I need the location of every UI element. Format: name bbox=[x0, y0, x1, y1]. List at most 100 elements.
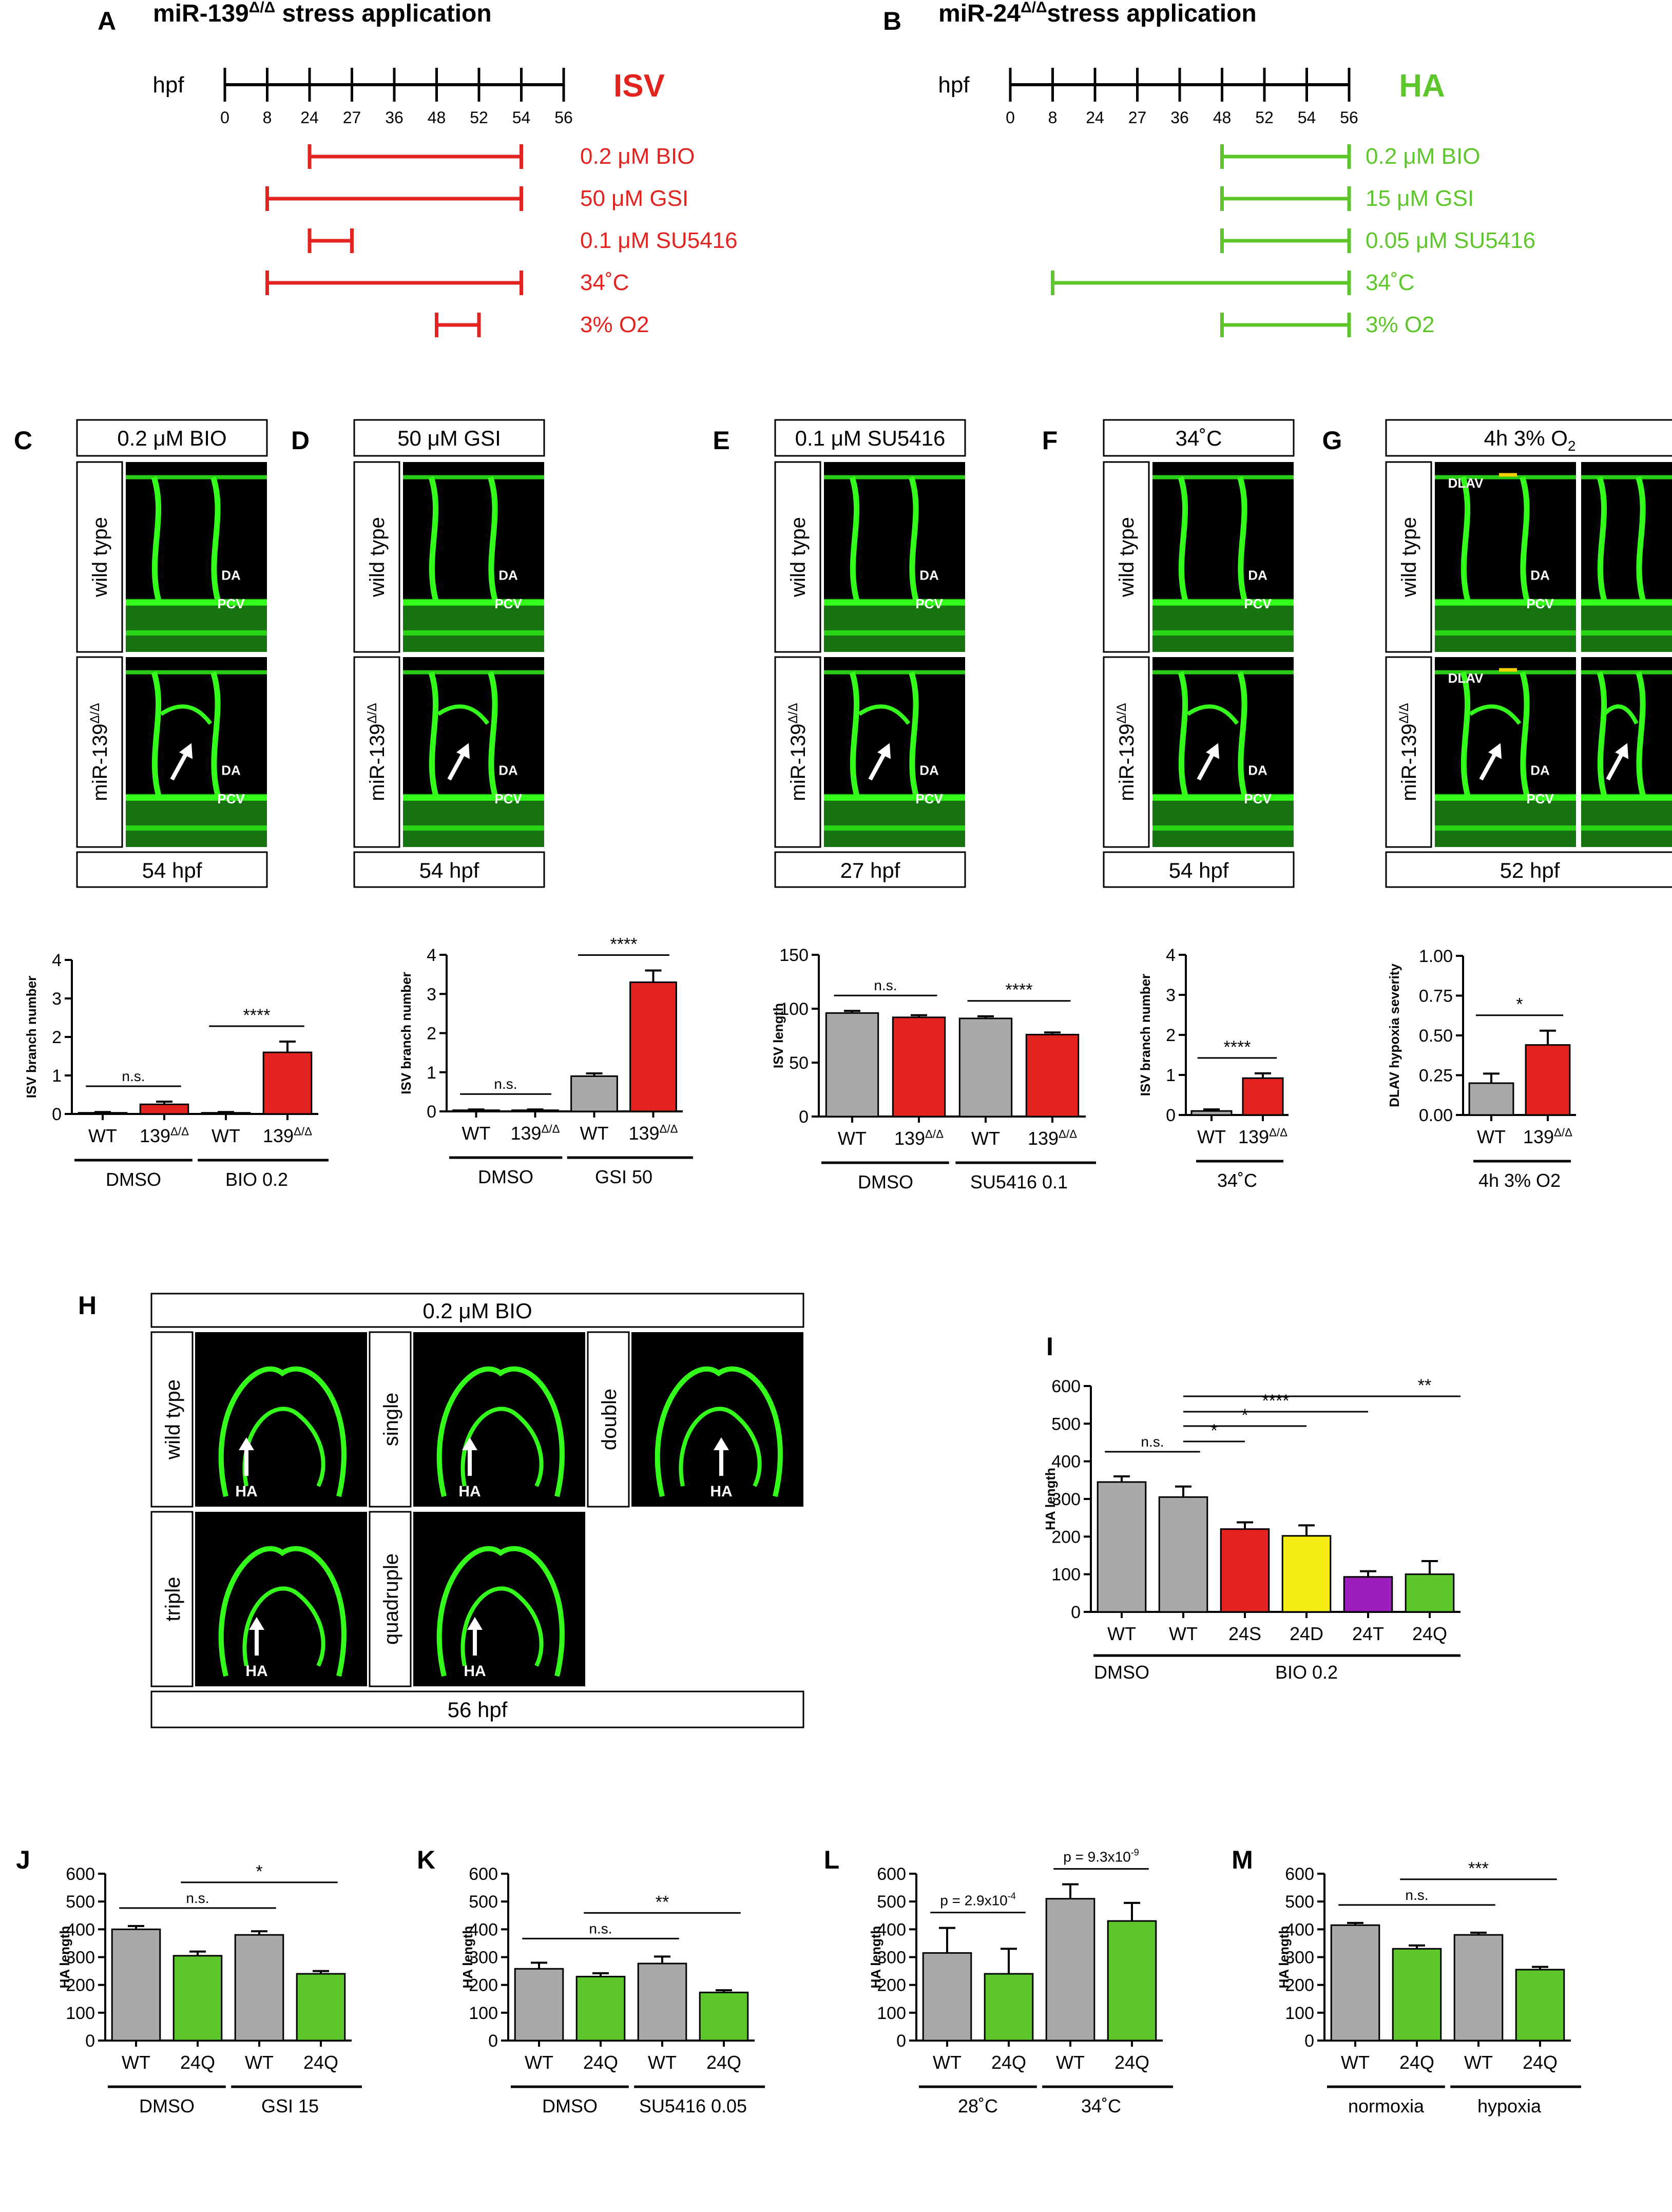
panel-letter-M: M bbox=[1232, 1845, 1253, 1874]
micro-panel-C: C 0.2 μM BIO wild type miR-139Δ/Δ DA PCV DA PCV… bbox=[14, 419, 268, 888]
y-tick-label: 600 bbox=[1051, 1377, 1081, 1396]
row-label-box bbox=[76, 461, 123, 653]
panelH-top-box bbox=[150, 1293, 804, 1328]
vessel-label-da: DA bbox=[919, 567, 939, 583]
ectopic-branch bbox=[160, 704, 213, 725]
bar bbox=[1107, 1920, 1157, 2042]
ectopic-branch bbox=[1469, 704, 1522, 725]
micro-top-label-box bbox=[1385, 419, 1672, 457]
bar bbox=[1190, 1110, 1233, 1116]
bar bbox=[1468, 1082, 1514, 1116]
panel-letter-I: I bbox=[1046, 1332, 1053, 1361]
y-tick-label: 100 bbox=[877, 2004, 906, 2023]
y-tick-label: 1 bbox=[52, 1066, 62, 1086]
white-arrow bbox=[447, 750, 467, 781]
bar bbox=[1097, 1481, 1147, 1613]
bar bbox=[1281, 1535, 1332, 1613]
chart-F: 0 1 2 3 4 ISV branch number **** 34˚C bbox=[1138, 946, 1289, 1191]
da-pcv-band bbox=[1581, 599, 1672, 652]
chart-J: J 0 100 200 300 400 500 600 HA length n.s. * DMSO GS… bbox=[16, 1845, 362, 2117]
white-arrow bbox=[868, 750, 888, 781]
y-tick-label: 400 bbox=[1285, 1920, 1314, 1939]
bar bbox=[892, 1016, 946, 1118]
panel-letter-A: A bbox=[98, 7, 116, 35]
row-label-box bbox=[76, 656, 123, 848]
da-pcv-band bbox=[824, 599, 965, 652]
category-label: WT bbox=[1197, 1126, 1226, 1147]
da-pcv-band bbox=[1152, 794, 1294, 847]
timeline-tick-label: 24 bbox=[1086, 108, 1104, 127]
row-label-wildtype: wild type bbox=[366, 517, 389, 598]
white-arrow-head bbox=[249, 1617, 264, 1630]
significance-label: n.s. bbox=[122, 1068, 145, 1084]
significance-label: n.s. bbox=[1405, 1887, 1428, 1903]
bar bbox=[1242, 1077, 1284, 1116]
vessel-label-pcv: PCV bbox=[494, 596, 522, 611]
isv bbox=[488, 476, 498, 604]
bar bbox=[296, 1973, 346, 2042]
category-label: WT bbox=[838, 1128, 867, 1149]
group-label: normoxia bbox=[1348, 2095, 1425, 2117]
treatment-label: 15 μM GSI bbox=[1366, 186, 1474, 211]
da-pcv-band bbox=[1435, 599, 1576, 652]
bar bbox=[1515, 1969, 1565, 2042]
y-tick-label: 2 bbox=[427, 1024, 436, 1044]
white-arrow-head bbox=[714, 1437, 729, 1450]
significance-label: **** bbox=[1224, 1037, 1251, 1057]
micro-panel-F: F 34˚C wild type miR-139Δ/Δ DA PCV DA PCV 54 hpf bbox=[1042, 419, 1295, 888]
treatment-label: 0.2 μM BIO bbox=[1366, 144, 1480, 169]
vessel-label-da: DA bbox=[221, 762, 241, 778]
bar bbox=[984, 1973, 1034, 2042]
significance-label: **** bbox=[1262, 1391, 1290, 1411]
timeline-tick-label: 0 bbox=[220, 108, 229, 127]
y-tick-label: 100 bbox=[469, 2004, 498, 2023]
bar bbox=[575, 1975, 626, 2042]
genotype-label-box bbox=[369, 1331, 412, 1508]
bar bbox=[1525, 1044, 1571, 1116]
micro-bottom-label-box bbox=[774, 851, 966, 888]
y-tick-label: 200 bbox=[877, 1976, 906, 1995]
treatment-label: 0.2 μM BIO bbox=[580, 144, 695, 169]
group-label: BIO 0.2 bbox=[225, 1169, 288, 1190]
y-tick-label: 200 bbox=[1285, 1976, 1314, 1995]
treatment-label: 34˚C bbox=[1366, 270, 1414, 295]
y-tick-label: 500 bbox=[66, 1892, 95, 1912]
white-arrow-head bbox=[877, 743, 891, 759]
y-axis-label: ISV branch number bbox=[398, 972, 414, 1094]
treatment-label: 0.1 μM SU5416 bbox=[580, 228, 738, 253]
category-label: 139Δ/Δ bbox=[510, 1122, 560, 1144]
row-label-wildtype: wild type bbox=[1116, 517, 1138, 598]
micro-bottom-label: 27 hpf bbox=[840, 858, 900, 882]
vessel-label-pcv: PCV bbox=[494, 791, 522, 806]
timeline-tag-HA: HA bbox=[1399, 68, 1445, 104]
group-label: SU5416 0.05 bbox=[639, 2095, 747, 2117]
group-label: DMSO bbox=[139, 2095, 195, 2117]
bar bbox=[570, 1075, 618, 1112]
y-tick-label: 600 bbox=[877, 1864, 906, 1884]
bar bbox=[922, 1952, 972, 2042]
genotype-label: triple bbox=[162, 1577, 184, 1622]
isv bbox=[1636, 671, 1646, 799]
category-label: 24T bbox=[1352, 1623, 1384, 1644]
vessel-label-da: DA bbox=[1530, 762, 1550, 778]
isv bbox=[1636, 476, 1646, 604]
genotype-label: single bbox=[380, 1393, 402, 1447]
y-axis-label: ISV branch number bbox=[24, 976, 39, 1098]
category-label: 24Q bbox=[180, 2052, 215, 2073]
micro-panel-E: E 0.1 μM SU5416 wild type miR-139Δ/Δ DA PCV DA… bbox=[713, 419, 966, 888]
white-arrow-head bbox=[456, 743, 470, 759]
hyaloid-vessel bbox=[218, 1366, 347, 1497]
micro-bottom-label-box bbox=[353, 851, 545, 888]
row-label-box bbox=[1103, 461, 1150, 653]
micro-panel-D: D 50 μM GSI wild type miR-139Δ/Δ DA PCV DA PCV 5… bbox=[291, 419, 545, 888]
isv bbox=[1597, 671, 1608, 799]
category-label: WT bbox=[525, 2052, 553, 2073]
vessel-label-pcv: PCV bbox=[1526, 596, 1554, 611]
isv bbox=[909, 671, 919, 799]
category-label: WT bbox=[122, 2052, 150, 2073]
category-label: 139Δ/Δ bbox=[628, 1122, 678, 1144]
bar bbox=[825, 1012, 879, 1118]
bar bbox=[1220, 1528, 1270, 1613]
y-axis-label: ISV branch number bbox=[1138, 974, 1153, 1096]
bar bbox=[262, 1051, 313, 1115]
